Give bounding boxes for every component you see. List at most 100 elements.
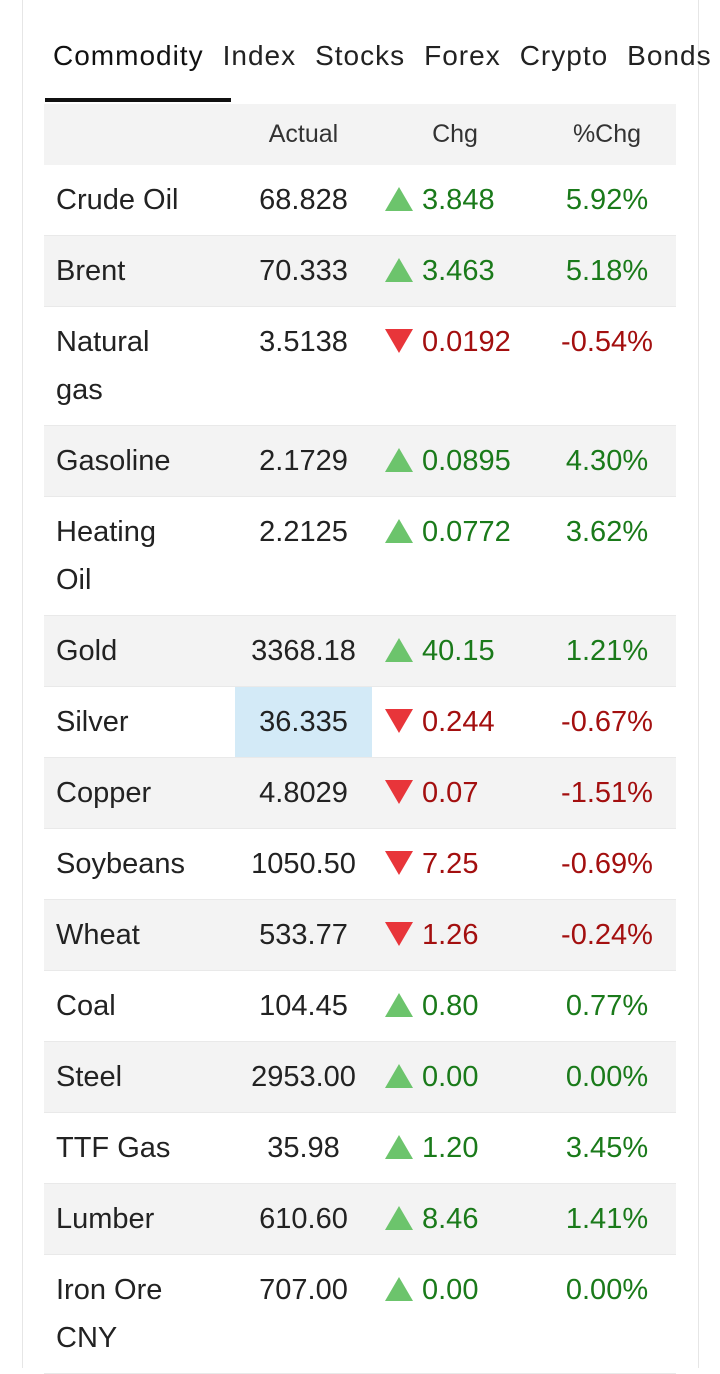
- row[interactable]: Natural gas 3.5138 0.0192 -0.54%: [44, 306, 676, 426]
- change-value: 0.07: [422, 777, 479, 809]
- actual-value: 68.828: [235, 165, 372, 236]
- name-cell: Wheat: [44, 899, 235, 971]
- change-value: 3.463: [422, 255, 495, 287]
- change-cell: 0.0772: [372, 496, 538, 616]
- percent-change: 1.41%: [538, 1183, 676, 1255]
- tab[interactable]: Commodity: [53, 40, 204, 71]
- column-header: Actual: [235, 104, 372, 165]
- row[interactable]: Heating Oil 2.2125 0.0772 3.62%: [44, 496, 676, 616]
- row[interactable]: Brent 70.333 3.463 5.18%: [44, 235, 676, 307]
- up-arrow: [385, 1277, 413, 1301]
- name-cell: TTF Gas: [44, 1112, 235, 1184]
- column-header: Chg: [372, 104, 538, 165]
- actual-value: 4.8029: [235, 757, 372, 829]
- actual-value: 70.333: [235, 235, 372, 307]
- row[interactable]: Gasoline 2.1729 0.0895 4.30%: [44, 425, 676, 497]
- name-cell: Gasoline: [44, 425, 235, 497]
- change-cell: 1.26: [372, 899, 538, 971]
- row[interactable]: Soybeans 1050.50 7.25 -0.69%: [44, 828, 676, 900]
- change-cell: 1.20: [372, 1112, 538, 1184]
- change-cell: 40.15: [372, 615, 538, 687]
- tab[interactable]: Forex: [424, 40, 501, 71]
- actual-value: 3.5138: [235, 306, 372, 426]
- row[interactable]: TTF Gas 35.98 1.20 3.45%: [44, 1112, 676, 1184]
- row[interactable]: Silver 36.335 0.244 -0.67%: [44, 686, 676, 758]
- arrow-shape: [385, 1206, 413, 1230]
- name-cell: Silver: [44, 686, 235, 758]
- change-value: 7.25: [422, 848, 479, 880]
- actual-value: 36.335: [235, 686, 372, 758]
- arrow-shape: [385, 258, 413, 282]
- change-value: 8.46: [422, 1203, 479, 1235]
- name-cell: Brent: [44, 235, 235, 307]
- column-header: %Chg: [538, 104, 676, 165]
- row[interactable]: Coal 104.45 0.80 0.77%: [44, 970, 676, 1042]
- tab[interactable]: Bonds: [627, 40, 712, 71]
- percent-change: 3.62%: [538, 496, 676, 616]
- actual-value: 2.1729: [235, 425, 372, 497]
- name-cell: Heating Oil: [44, 496, 235, 616]
- change-value: 0.0772: [422, 516, 511, 548]
- arrow-shape: [385, 329, 413, 353]
- percent-change: 5.18%: [538, 235, 676, 307]
- arrow-shape: [385, 1064, 413, 1088]
- actual-value: 2953.00: [235, 1041, 372, 1113]
- down-arrow: [385, 329, 413, 353]
- actual-value: 1050.50: [235, 828, 372, 900]
- commodity-name: Coal: [56, 990, 116, 1022]
- row[interactable]: Iron Ore CNY 707.00 0.00 0.00%: [44, 1254, 676, 1374]
- actual-value: 610.60: [235, 1183, 372, 1255]
- actual-value: 3368.18: [235, 615, 372, 687]
- percent-change: 0.00%: [538, 1041, 676, 1113]
- row[interactable]: Gold 3368.18 40.15 1.21%: [44, 615, 676, 687]
- arrow-shape: [385, 187, 413, 211]
- name-cell: Soybeans: [44, 828, 235, 900]
- actual-value: 35.98: [235, 1112, 372, 1184]
- change-cell: 0.0192: [372, 306, 538, 426]
- arrow-shape: [385, 448, 413, 472]
- name-cell: Steel: [44, 1041, 235, 1113]
- tab[interactable]: Stocks: [315, 40, 406, 71]
- change-cell: 3.463: [372, 235, 538, 307]
- change-value: 0.00: [422, 1274, 479, 1306]
- change-value: 0.00: [422, 1061, 479, 1093]
- up-arrow: [385, 993, 413, 1017]
- commodity-name: Silver: [56, 706, 129, 738]
- name-cell: Iron Ore CNY: [44, 1254, 235, 1374]
- arrow-shape: [385, 780, 413, 804]
- name-cell: Lumber: [44, 1183, 235, 1255]
- row[interactable]: Lumber 610.60 8.46 1.41%: [44, 1183, 676, 1255]
- change-cell: 0.80: [372, 970, 538, 1042]
- commodity-name: Wheat: [56, 919, 140, 951]
- change-cell: 0.00: [372, 1041, 538, 1113]
- frame: [22, 0, 699, 1368]
- change-value: 1.26: [422, 919, 479, 951]
- down-arrow: [385, 922, 413, 946]
- change-value: 0.0192: [422, 326, 511, 358]
- change-cell: 0.0895: [372, 425, 538, 497]
- row[interactable]: Copper 4.8029 0.07 -1.51%: [44, 757, 676, 829]
- down-arrow: [385, 851, 413, 875]
- row[interactable]: Crude Oil 68.828 3.848 5.92%: [44, 165, 676, 236]
- down-arrow: [385, 709, 413, 733]
- tab[interactable]: Crypto: [519, 40, 609, 71]
- arrow-shape: [385, 993, 413, 1017]
- commodity-name: Gold: [56, 635, 118, 667]
- commodity-name: Copper: [56, 777, 152, 809]
- arrow-shape: [385, 1135, 413, 1159]
- percent-change: 0.77%: [538, 970, 676, 1042]
- change-value: 0.0895: [422, 445, 511, 477]
- tab[interactable]: Index: [222, 40, 297, 71]
- percent-change: 3.45%: [538, 1112, 676, 1184]
- commodity-name: TTF Gas: [56, 1132, 171, 1164]
- percent-change: 5.92%: [538, 165, 676, 236]
- row[interactable]: Steel 2953.00 0.00 0.00%: [44, 1041, 676, 1113]
- row[interactable]: Wheat 533.77 1.26 -0.24%: [44, 899, 676, 971]
- change-cell: 0.00: [372, 1254, 538, 1374]
- up-arrow: [385, 1135, 413, 1159]
- percent-change: -0.69%: [538, 828, 676, 900]
- down-arrow: [385, 780, 413, 804]
- actual-value: 707.00: [235, 1254, 372, 1374]
- up-arrow: [385, 638, 413, 662]
